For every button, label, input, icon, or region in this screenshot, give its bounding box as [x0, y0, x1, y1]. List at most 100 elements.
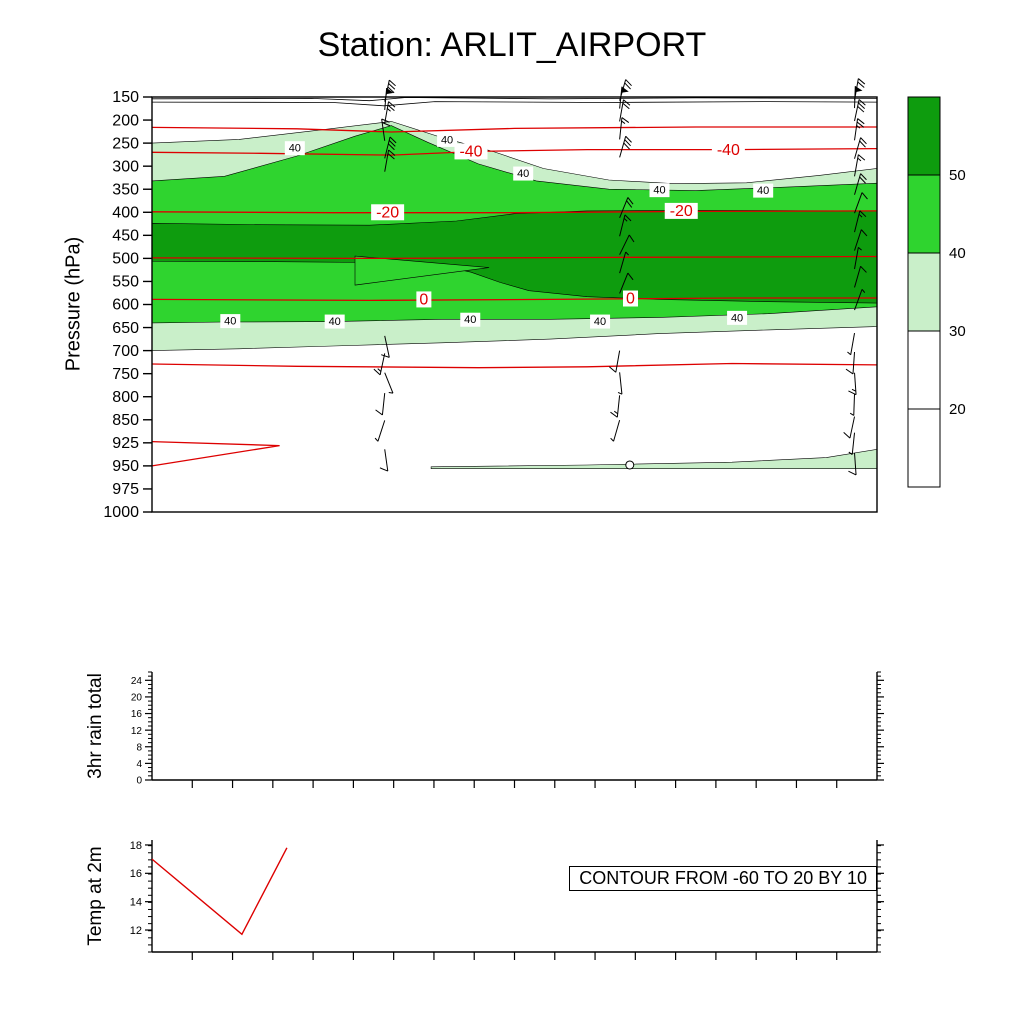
wind-barb-staff — [850, 333, 856, 355]
temp-contour-10 — [151, 362, 878, 369]
wind-barb-staff — [619, 272, 629, 294]
colorbar-label: 50 — [949, 167, 966, 184]
wind-barb-half — [849, 412, 855, 416]
temp-contour-label: -20 — [670, 203, 693, 220]
wind-barb-staff — [379, 353, 386, 376]
wind-barb-half — [858, 246, 862, 251]
rh-contour-label: 40 — [441, 134, 453, 146]
wind-barb-full — [624, 82, 631, 90]
y-tick-label: 24 — [131, 676, 143, 687]
pressure-tick-label: 500 — [112, 251, 139, 268]
wind-barb-half — [851, 388, 857, 392]
wind-barb-staff — [854, 229, 862, 251]
wind-barb-full — [610, 411, 618, 418]
colorbar-label: 20 — [949, 401, 966, 418]
colorbar-label: 40 — [949, 245, 966, 262]
wind-barb-staff — [619, 234, 630, 255]
wind-barb-staff — [384, 449, 389, 472]
wind-barb-full — [387, 104, 395, 111]
wind-barb-staff — [615, 350, 621, 373]
wind-barb-staff — [384, 335, 390, 358]
wind-barb-staff — [613, 419, 621, 442]
temp-contour-label: -40 — [459, 144, 482, 161]
wind-barb-full — [861, 192, 868, 200]
contour-labels: -40 -40 -20 -20 0 0 40 40 40 40 40 40 40 40 40 40 — [220, 132, 774, 329]
y-tick-label: 16 — [130, 868, 142, 880]
pressure-tick-label: 700 — [112, 343, 139, 360]
rh-fill-30 — [430, 448, 878, 469]
label-bg — [513, 166, 534, 181]
label-bg — [649, 183, 670, 198]
wind-barb-staff — [851, 432, 856, 455]
surface-marker — [625, 460, 635, 470]
wind-barb-flag — [855, 86, 863, 93]
red-temperature-contours — [151, 126, 878, 467]
wind-barb-half — [857, 157, 862, 162]
wind-barb-full — [375, 409, 383, 416]
temp-contour-label: -40 — [717, 142, 740, 159]
rh-fill-40 — [354, 255, 490, 286]
rh-contour-label: 40 — [731, 312, 743, 324]
wind-barb-full — [860, 173, 867, 181]
temp-panel: 12 14 16 18 — [130, 840, 884, 960]
wind-barb-full — [388, 149, 396, 156]
label-bg — [590, 314, 611, 329]
wind-barb-full — [387, 86, 395, 94]
temp-contour--10 — [151, 255, 878, 260]
y-tick-label: 0 — [136, 776, 142, 787]
wind-barb-full — [381, 118, 390, 123]
colorbar-cell — [907, 96, 941, 176]
wind-barb-staff — [849, 416, 856, 439]
label-bg — [416, 291, 432, 308]
label-bg — [460, 312, 481, 327]
wind-barb-full — [373, 368, 381, 376]
wind-barb-full — [860, 265, 867, 273]
pressure-tick-label: 650 — [112, 320, 139, 337]
pressure-tick-label: 950 — [112, 458, 139, 475]
pressure-tick-label: 750 — [112, 366, 139, 383]
wind-barb-half — [386, 108, 391, 112]
wind-barb-full — [623, 142, 630, 150]
wind-barb-full — [858, 99, 866, 106]
pressure-tick-label: 550 — [112, 274, 139, 291]
page-title: Station: ARLIT_AIRPORT — [317, 26, 707, 64]
wind-barb-staff — [852, 351, 856, 374]
rh-contour-label: 40 — [653, 185, 665, 197]
y-tick-label: 8 — [136, 742, 142, 753]
label-bg — [284, 141, 305, 156]
humidity-colorbar: 50 40 30 20 — [907, 96, 966, 488]
wind-barb-staff — [619, 251, 627, 274]
wind-barb-half — [610, 437, 614, 442]
wind-barb-full — [858, 78, 866, 85]
wind-barb-full — [621, 117, 630, 123]
wind-barb-full — [626, 200, 633, 208]
wind-barb-flag — [386, 87, 394, 95]
y-tick-label: 4 — [136, 759, 142, 770]
wind-barb-half — [617, 391, 623, 395]
label-bg — [711, 141, 745, 158]
rh-contour-label: 40 — [594, 316, 606, 328]
wind-barb-full — [625, 79, 632, 87]
y-tick-label: 18 — [130, 840, 142, 852]
black-contour-lines — [151, 97, 878, 107]
colorbar-cell — [907, 408, 941, 488]
wind-barb-full — [627, 272, 634, 281]
label-bg — [437, 132, 458, 147]
y-tick-label: 12 — [131, 726, 143, 737]
series-temp_2m — [151, 847, 288, 936]
temp-contour--50 — [151, 126, 877, 133]
rh-contour-label: 40 — [757, 185, 769, 197]
wind-barb-full — [627, 197, 634, 205]
rh-contour-label: 40 — [329, 316, 341, 328]
wind-barb-full — [856, 121, 865, 128]
pressure-tick-label: 925 — [112, 435, 139, 452]
temp-contour-label: 0 — [419, 292, 428, 309]
wind-barb-staff — [384, 372, 394, 394]
colorbar-label: 30 — [949, 323, 966, 340]
y-tick-label: 16 — [131, 709, 143, 720]
wind-barb-half — [848, 451, 853, 455]
y-tick-label: 20 — [131, 693, 143, 704]
y-tick-label: 14 — [130, 897, 142, 909]
temp-contour-label: -20 — [376, 204, 399, 221]
